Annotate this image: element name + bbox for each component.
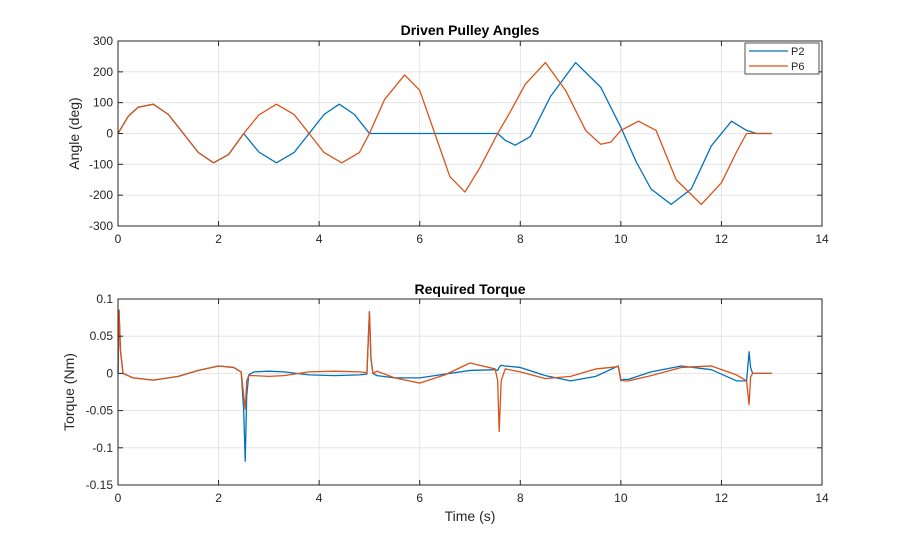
torque-chart-xlabel: Time (s) <box>445 508 496 524</box>
angle-chart-xtick-label: 4 <box>316 232 323 246</box>
torque-chart-title: Required Torque <box>415 281 526 297</box>
angle-chart-legend: P2 P6 <box>744 42 820 75</box>
angle-chart-xtick-label: 2 <box>215 232 222 246</box>
torque-chart-xtick-label: 8 <box>517 491 524 505</box>
angle-chart-ytick-label: -300 <box>89 219 113 233</box>
angle-chart-ylabel: Angle (deg) <box>66 97 82 169</box>
torque-chart-ytick-label: 0.1 <box>96 292 113 306</box>
angle-chart-xtick-label: 6 <box>416 232 423 246</box>
torque-chart: Required Torque 0 2 4 6 8 10 12 14 -0.15 -0.1 -0.0… <box>61 281 829 524</box>
torque-chart-xtick-label: 0 <box>115 491 122 505</box>
legend-box <box>744 42 820 75</box>
angle-chart-ytick-label: 300 <box>93 34 113 48</box>
torque-chart-ytick-label: 0 <box>106 366 113 380</box>
angle-chart-ytick-label: -200 <box>89 188 113 202</box>
angle-chart-ytick-label: -100 <box>89 157 113 171</box>
angle-chart-plot-area <box>117 61 772 206</box>
torque-chart-series-p6 <box>117 309 772 433</box>
torque-chart-xtick-label: 2 <box>215 491 222 505</box>
angle-chart-xtick-label: 10 <box>614 232 628 246</box>
angle-chart-ticks: 0 2 4 6 8 10 12 14 -300 -200 -100 0 100 200 300 <box>89 34 829 246</box>
torque-chart-frame <box>117 298 823 486</box>
angle-chart-xtick-label: 14 <box>815 232 829 246</box>
torque-chart-ylabel: Torque (Nm) <box>61 353 77 431</box>
torque-chart-ytick-label: -0.15 <box>86 478 114 492</box>
angle-chart-xtick-label: 12 <box>715 232 729 246</box>
angle-chart: Driven Pulley Angles 0 2 4 6 8 10 12 14 -300 -200… <box>66 22 829 246</box>
torque-chart-xtick-label: 14 <box>815 491 829 505</box>
torque-chart-xtick-label: 4 <box>316 491 323 505</box>
legend-label-p2: P2 <box>791 46 804 58</box>
torque-chart-xtick-label: 12 <box>715 491 729 505</box>
torque-chart-ytick-label: -0.05 <box>86 404 114 418</box>
angle-chart-title: Driven Pulley Angles <box>401 22 540 38</box>
angle-chart-ytick-label: 200 <box>93 65 113 79</box>
angle-chart-series-p6 <box>117 61 772 206</box>
torque-chart-xtick-label: 6 <box>416 491 423 505</box>
torque-chart-plot-area <box>117 309 772 462</box>
angle-chart-ytick-label: 0 <box>106 127 113 141</box>
angle-chart-xtick-label: 8 <box>517 232 524 246</box>
torque-chart-ticks: 0 2 4 6 8 10 12 14 -0.15 -0.1 -0.05 0 0.05 0.1 <box>86 292 829 505</box>
torque-chart-ytick-label: -0.1 <box>92 441 113 455</box>
legend-label-p6: P6 <box>791 61 804 73</box>
torque-chart-ytick-label: 0.05 <box>90 329 114 343</box>
torque-chart-xtick-label: 10 <box>614 491 628 505</box>
angle-chart-xtick-label: 0 <box>115 232 122 246</box>
angle-chart-ytick-label: 100 <box>93 96 113 110</box>
